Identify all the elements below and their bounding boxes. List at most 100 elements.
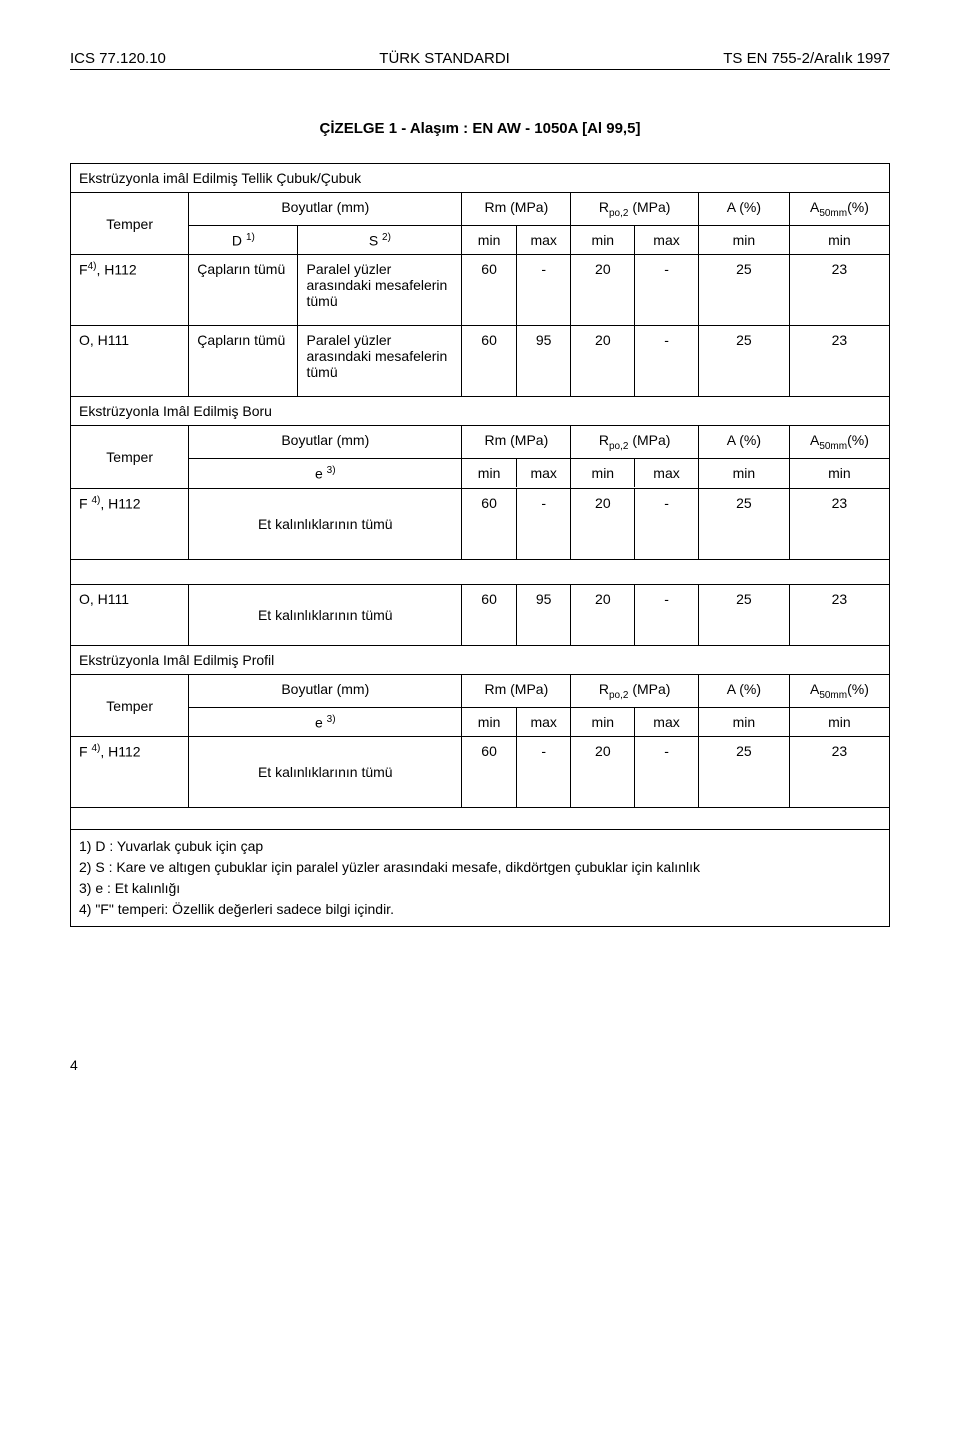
s2-head-boyutlar: Boyutlar (mm) bbox=[189, 426, 462, 459]
s1-r1-a50: 23 bbox=[789, 326, 889, 397]
s3-head-rpo-sub: min max bbox=[571, 707, 698, 737]
rpo-rest: (MPa) bbox=[628, 199, 670, 215]
footnote-4: 4) "F" temperi: Özellik değerleri sadece… bbox=[79, 899, 881, 920]
s3-r0-rm: 60 - bbox=[462, 737, 571, 808]
s2-a50-text: A bbox=[810, 432, 819, 448]
s1-r0-rm-min: 60 bbox=[462, 255, 516, 325]
s2-r1-e: Et kalınlıklarının tümü bbox=[189, 584, 462, 645]
s1-r1-temper: O, H111 bbox=[71, 326, 189, 397]
s2-a50-sub: 50mm bbox=[819, 441, 847, 452]
footnotes-cell: 1) D : Yuvarlak çubuk için çap 2) S : Ka… bbox=[71, 830, 890, 927]
s1-head-a50-min: min bbox=[789, 225, 889, 255]
s3-rm-min-label: min bbox=[462, 708, 516, 736]
s3-rpo-text: R bbox=[599, 681, 609, 697]
s1-head-a: A (%) bbox=[698, 193, 789, 226]
s1-r0-temper: F4), H112 bbox=[71, 255, 189, 326]
s3-rm-max-label: max bbox=[516, 708, 570, 736]
s1-head-temper: Temper bbox=[71, 193, 189, 255]
s1-r0-a50: 23 bbox=[789, 255, 889, 326]
s3-rpo-max-label: max bbox=[635, 708, 698, 736]
s1-r1-s: Paralel yüzler arasındaki mesafelerin tü… bbox=[298, 326, 462, 397]
s1-r1-rm-max: 95 bbox=[516, 326, 570, 396]
section2-title: Ekstrüzyonla Imâl Edilmiş Boru bbox=[71, 397, 890, 426]
s1-head-a50: A50mm(%) bbox=[789, 193, 889, 226]
s2-rm-min-label: min bbox=[462, 459, 516, 487]
table-title: ÇİZELGE 1 - Alaşım : EN AW - 1050A [Al 9… bbox=[70, 120, 890, 137]
s2-r0-a50: 23 bbox=[789, 488, 889, 559]
rpo-sub: po,2 bbox=[609, 208, 628, 219]
s3-head-a: A (%) bbox=[698, 674, 789, 707]
rpo-max-label: max bbox=[635, 226, 698, 254]
s1-r1-d: Çapların tümü bbox=[189, 326, 298, 397]
s1-r1-rpo-max: - bbox=[635, 326, 698, 396]
s2-rpo-text: R bbox=[599, 432, 609, 448]
s3-r0-rpo-min: 20 bbox=[571, 737, 634, 807]
rpo-min-label: min bbox=[571, 226, 634, 254]
s2-head-a: A (%) bbox=[698, 426, 789, 459]
page-header: ICS 77.120.10 TÜRK STANDARDI TS EN 755-2… bbox=[70, 50, 890, 67]
e-sup: 3) bbox=[327, 465, 336, 476]
page-container: ICS 77.120.10 TÜRK STANDARDI TS EN 755-2… bbox=[0, 0, 960, 1113]
s2-r1-rm: 60 95 bbox=[462, 584, 571, 645]
s2-rpo-min-label: min bbox=[571, 459, 634, 487]
s1-head-s: S 2) bbox=[298, 225, 462, 255]
page-number: 4 bbox=[70, 1057, 890, 1073]
s3-head-boyutlar: Boyutlar (mm) bbox=[189, 674, 462, 707]
footnote-2: 2) S : Kare ve altıgen çubuklar için par… bbox=[79, 857, 881, 878]
section3-title: Ekstrüzyonla Imâl Edilmiş Profil bbox=[71, 645, 890, 674]
s2-head-a50-min: min bbox=[789, 459, 889, 489]
s1-head-boyutlar: Boyutlar (mm) bbox=[189, 193, 462, 226]
s3-head-e: e 3) bbox=[189, 707, 462, 737]
s3-r0-rpo: 20 - bbox=[571, 737, 698, 808]
s2-r1-temper: O, H111 bbox=[71, 584, 189, 645]
rm-min-label: min bbox=[462, 226, 516, 254]
s2-r0-rpo: 20 - bbox=[571, 488, 698, 559]
s1-r0-d: Çapların tümü bbox=[189, 255, 298, 326]
s3-rpo-min-label: min bbox=[571, 708, 634, 736]
rpo-text: R bbox=[599, 199, 609, 215]
s3-r0-temper: F 4), H112 bbox=[71, 737, 189, 808]
s2-r1-a50: 23 bbox=[789, 584, 889, 645]
s3-head-rm: Rm (MPa) bbox=[462, 674, 571, 707]
s2-r0-rm-max: - bbox=[516, 489, 570, 559]
s1-head-rpo: Rpo,2 (MPa) bbox=[571, 193, 698, 226]
s2-head-e: e 3) bbox=[189, 459, 462, 489]
a50-rest: (%) bbox=[847, 199, 869, 215]
s2-r1-rpo: 20 - bbox=[571, 584, 698, 645]
s1-r0-a: 25 bbox=[698, 255, 789, 326]
s2-head-rpo-sub: min max bbox=[571, 459, 698, 489]
footnote-3: 3) e : Et kalınlığı bbox=[79, 878, 881, 899]
s3-e-sup: 3) bbox=[327, 714, 336, 725]
d-sup: 1) bbox=[246, 232, 255, 243]
s3-r0-e: Et kalınlıklarının tümü bbox=[189, 737, 462, 808]
s1-head-a-min: min bbox=[698, 225, 789, 255]
s1-head-d: D 1) bbox=[189, 225, 298, 255]
s2-r1-a: 25 bbox=[698, 584, 789, 645]
s3-r0-a50: 23 bbox=[789, 737, 889, 808]
s-sup: 2) bbox=[382, 232, 391, 243]
s2-r0-temper: F 4), H112 bbox=[71, 488, 189, 559]
s3-r0-rm-max: - bbox=[516, 737, 570, 807]
s2-rpo-sub: po,2 bbox=[609, 441, 628, 452]
s3-r0-rpo-max: - bbox=[635, 737, 698, 807]
s2-rpo-max-label: max bbox=[635, 459, 698, 487]
s1-r1-rm: 60 95 bbox=[462, 326, 571, 397]
footnote-spacer bbox=[71, 808, 890, 830]
s-label: S bbox=[369, 232, 378, 248]
s2-r0-e: Et kalınlıklarının tümü bbox=[189, 488, 462, 559]
s2-rpo-rest: (MPa) bbox=[628, 432, 670, 448]
s3-head-a50-min: min bbox=[789, 707, 889, 737]
s2-a50-rest: (%) bbox=[847, 432, 869, 448]
s3-a50-sub: 50mm bbox=[819, 690, 847, 701]
s3-head-temper: Temper bbox=[71, 674, 189, 736]
s3-head-a-min: min bbox=[698, 707, 789, 737]
s2-r1-rpo-min: 20 bbox=[571, 585, 634, 645]
a50-sub: 50mm bbox=[819, 208, 847, 219]
s1-r1-a: 25 bbox=[698, 326, 789, 397]
s1-r0-rpo-max: - bbox=[635, 255, 698, 325]
s3-e-label: e bbox=[315, 714, 323, 730]
d-label: D bbox=[232, 232, 242, 248]
header-rule bbox=[70, 69, 890, 70]
s1-head-rm-sub: min max bbox=[462, 225, 571, 255]
s3-a50-rest: (%) bbox=[847, 681, 869, 697]
